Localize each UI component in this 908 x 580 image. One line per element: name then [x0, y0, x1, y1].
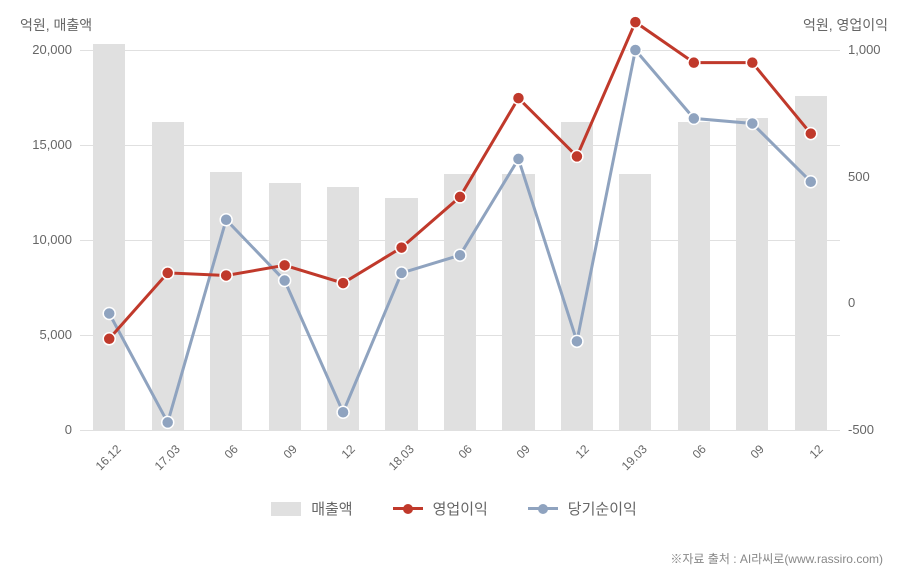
line-marker: [571, 335, 583, 347]
legend-line1-icon: [393, 507, 423, 510]
attribution-text: ※자료 출처 : AI라씨로(www.rassiro.com): [670, 550, 883, 567]
line-marker: [337, 277, 349, 289]
line-marker: [805, 176, 817, 188]
legend-line2-icon: [528, 507, 558, 510]
line-marker: [103, 333, 115, 345]
line-marker: [103, 307, 115, 319]
line-marker: [805, 128, 817, 140]
line-marker: [512, 92, 524, 104]
y-tick-right: 1,000: [848, 42, 908, 57]
line-marker: [396, 242, 408, 254]
line-marker: [571, 150, 583, 162]
line-marker: [279, 275, 291, 287]
y-tick-left: 15,000: [12, 137, 72, 152]
y-tick-right: 500: [848, 169, 908, 184]
y-tick-left: 20,000: [12, 42, 72, 57]
line-marker: [454, 191, 466, 203]
line-series: [109, 50, 811, 422]
line-marker: [337, 406, 349, 418]
line-marker: [629, 44, 641, 56]
legend-label-line1: 영업이익: [433, 498, 488, 519]
y-tick-left: 5,000: [12, 327, 72, 342]
line-marker: [279, 259, 291, 271]
line-marker: [162, 416, 174, 428]
legend-item-line2: 당기순이익: [528, 498, 637, 519]
line-marker: [746, 57, 758, 69]
line-marker: [396, 267, 408, 279]
chart-container: 억원, 매출액 억원, 영업이익 매출액 영업이익 당기순이익 ※자료 출처 :…: [0, 0, 908, 580]
y-tick-right: 0: [848, 295, 908, 310]
legend-item-line1: 영업이익: [393, 498, 488, 519]
legend-label-bar: 매출액: [311, 498, 352, 519]
legend-bar-icon: [271, 502, 301, 516]
line-marker: [688, 57, 700, 69]
line-marker: [512, 153, 524, 165]
y-tick-right: -500: [848, 422, 908, 437]
line-overlay: [0, 0, 908, 580]
line-series: [109, 22, 811, 339]
legend-item-bar: 매출액: [271, 498, 352, 519]
line-marker: [454, 249, 466, 261]
legend-label-line2: 당기순이익: [568, 498, 637, 519]
line-marker: [220, 269, 232, 281]
line-marker: [746, 117, 758, 129]
line-marker: [688, 112, 700, 124]
line-marker: [220, 214, 232, 226]
line-marker: [162, 267, 174, 279]
legend: 매출액 영업이익 당기순이익: [0, 498, 908, 519]
line-marker: [629, 16, 641, 28]
y-tick-left: 10,000: [12, 232, 72, 247]
y-tick-left: 0: [12, 422, 72, 437]
